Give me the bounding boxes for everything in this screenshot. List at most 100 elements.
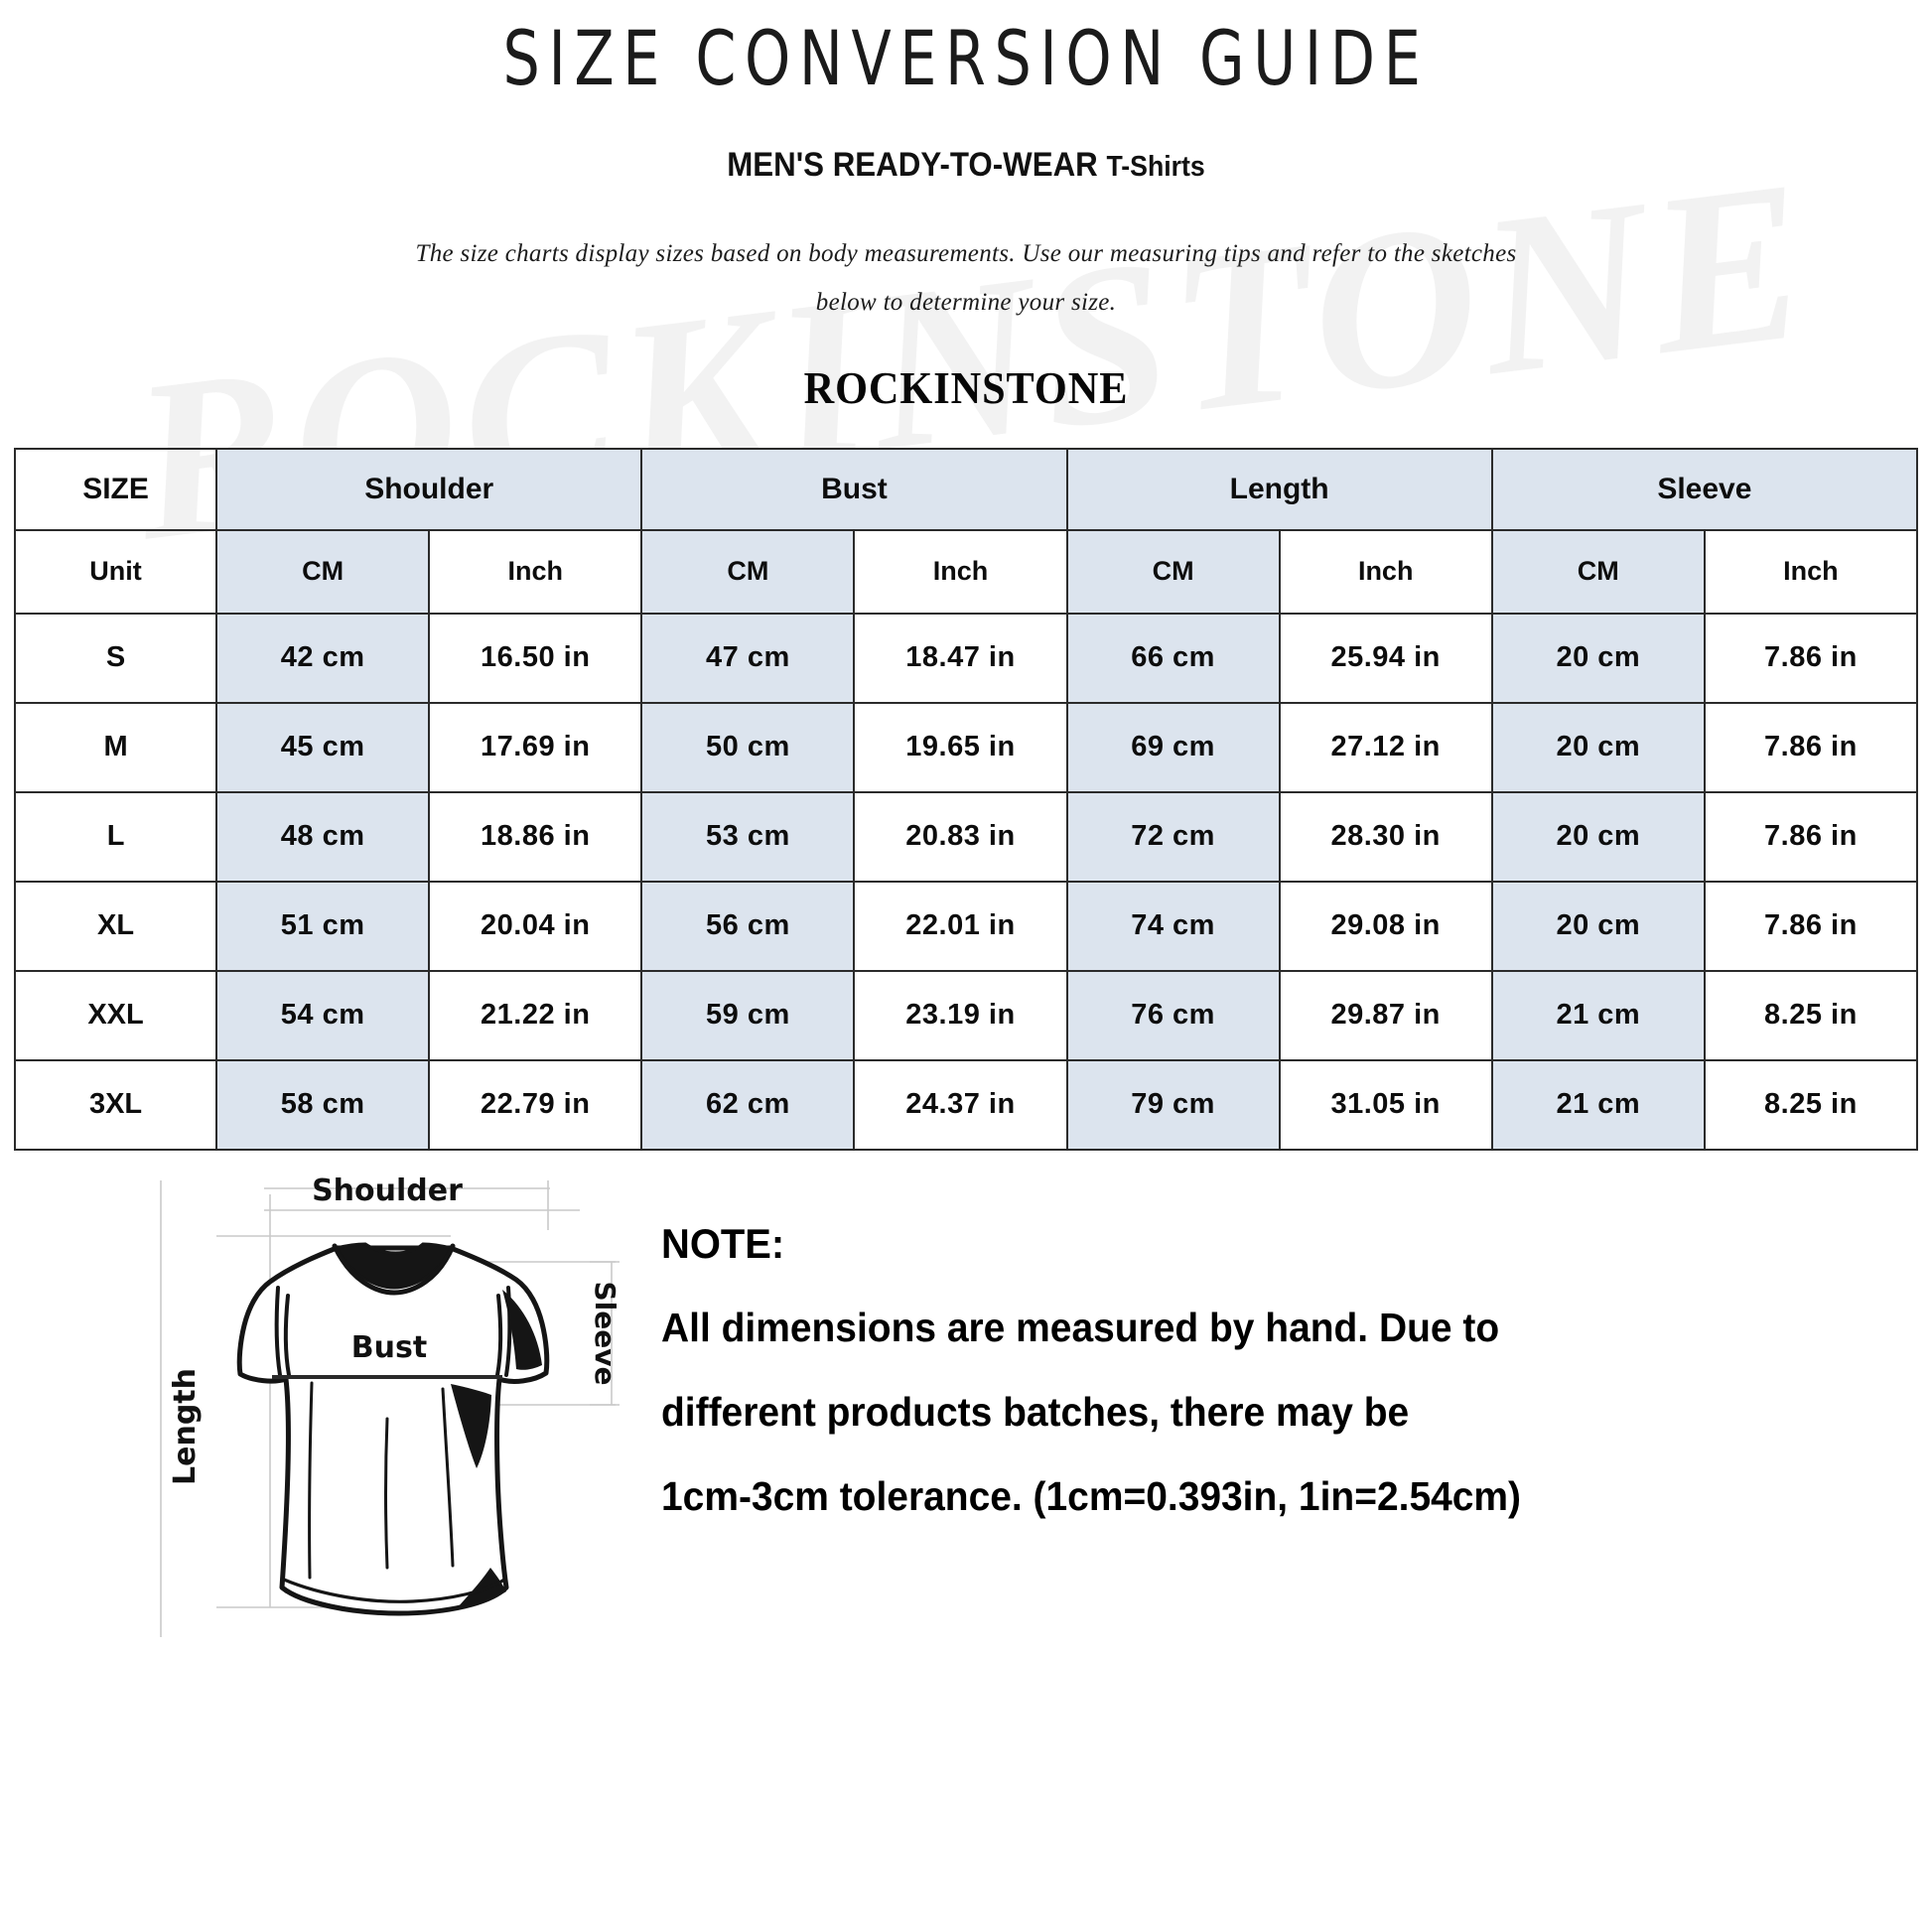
cell-sleeve-cm: 20 cm [1490, 612, 1706, 704]
row-size-label: XXL [13, 969, 218, 1061]
brand-name: ROCKINSTONE [803, 361, 1129, 413]
header-size: SIZE [13, 447, 218, 531]
size-chart-container: SIZE Shoulder Bust Length Sleeve Unit CM… [0, 447, 1932, 1151]
cell-shoulder-inch: 17.69 in [428, 701, 643, 793]
subtitle-category: MEN'S READY-TO-WEAR [727, 146, 1098, 184]
table-row: M 45 cm 17.69 in 50 cm 19.65 in 69 cm 27… [13, 701, 1919, 793]
table-row: 3XL 58 cm 22.79 in 62 cm 24.37 in 79 cm … [13, 1058, 1919, 1151]
header-bust: Bust [640, 447, 1068, 531]
table-row: XXL 54 cm 21.22 in 59 cm 23.19 in 76 cm … [13, 969, 1919, 1061]
cell-length-inch: 25.94 in [1278, 612, 1493, 704]
unit-shoulder-inch: Inch [428, 528, 643, 615]
unit-length-cm: CM [1065, 528, 1281, 615]
cell-bust-cm: 53 cm [640, 790, 856, 883]
cell-bust-cm: 62 cm [640, 1058, 856, 1151]
unit-sleeve-cm: CM [1490, 528, 1706, 615]
hem-detail [282, 1577, 506, 1615]
unit-row: Unit CM Inch CM Inch CM Inch CM Inch [13, 528, 1919, 615]
note-section: NOTE: All dimensions are measured by han… [629, 1163, 1918, 1561]
cell-shoulder-inch: 16.50 in [428, 612, 643, 704]
tshirt-measurement-diagram: Shoulder Bust Length Sleeve [160, 1173, 621, 1637]
table-header-row: SIZE Shoulder Bust Length Sleeve [13, 447, 1919, 531]
cell-shoulder-inch: 22.79 in [428, 1058, 643, 1151]
cell-bust-inch: 18.47 in [853, 612, 1068, 704]
cell-bust-cm: 59 cm [640, 969, 856, 1061]
cell-sleeve-cm: 20 cm [1490, 880, 1706, 972]
cell-shoulder-cm: 45 cm [215, 701, 431, 793]
cell-bust-inch: 24.37 in [853, 1058, 1068, 1151]
note-line-2: different products batches, there may be [661, 1388, 1410, 1435]
cell-sleeve-cm: 20 cm [1490, 790, 1706, 883]
subtitle-product: T-Shirts [1106, 151, 1205, 183]
cell-length-cm: 69 cm [1065, 701, 1281, 793]
unit-sleeve-inch: Inch [1703, 528, 1919, 615]
cell-sleeve-inch: 7.86 in [1703, 790, 1919, 883]
row-size-label: XL [13, 880, 218, 972]
label-sleeve: Sleeve [589, 1281, 620, 1385]
cell-length-cm: 79 cm [1065, 1058, 1281, 1151]
cell-sleeve-inch: 7.86 in [1703, 612, 1919, 704]
cell-sleeve-inch: 8.25 in [1703, 1058, 1919, 1151]
cell-length-cm: 76 cm [1065, 969, 1281, 1061]
cell-bust-inch: 19.65 in [853, 701, 1068, 793]
note-line-3: 1cm-3cm tolerance. (1cm=0.393in, 1in=2.5… [661, 1472, 1522, 1519]
unit-shoulder-cm: CM [215, 528, 431, 615]
unit-length-inch: Inch [1278, 528, 1493, 615]
row-size-label: 3XL [13, 1058, 218, 1151]
cell-shoulder-cm: 51 cm [215, 880, 431, 972]
row-size-label: S [13, 612, 218, 704]
label-shoulder: Shoulder [312, 1173, 463, 1208]
description-line-1: The size charts display sizes based on b… [415, 240, 1517, 267]
cell-sleeve-cm: 21 cm [1490, 969, 1706, 1061]
size-chart-table: SIZE Shoulder Bust Length Sleeve Unit CM… [13, 447, 1919, 1151]
cell-bust-inch: 23.19 in [853, 969, 1068, 1061]
description-line-2: below to determine your size. [815, 288, 1117, 316]
cell-bust-cm: 56 cm [640, 880, 856, 972]
cell-shoulder-cm: 54 cm [215, 969, 431, 1061]
cell-bust-inch: 22.01 in [853, 880, 1068, 972]
cell-length-inch: 29.87 in [1278, 969, 1493, 1061]
bottom-section: Shoulder Bust Length Sleeve NOTE: All di… [0, 1163, 1932, 1652]
cell-sleeve-cm: 20 cm [1490, 701, 1706, 793]
row-size-label: M [13, 701, 218, 793]
row-size-label: L [13, 790, 218, 883]
cell-sleeve-cm: 21 cm [1490, 1058, 1706, 1151]
page-subtitle: MEN'S READY-TO-WEAR T-Shirts [77, 146, 1855, 185]
cell-length-inch: 29.08 in [1278, 880, 1493, 972]
sleeve-shadows [502, 1289, 542, 1370]
table-row: S 42 cm 16.50 in 47 cm 18.47 in 66 cm 25… [13, 612, 1919, 704]
cell-length-inch: 31.05 in [1278, 1058, 1493, 1151]
cell-shoulder-inch: 21.22 in [428, 969, 643, 1061]
unit-label: Unit [13, 528, 218, 615]
cell-shoulder-cm: 48 cm [215, 790, 431, 883]
cell-length-cm: 72 cm [1065, 790, 1281, 883]
cell-shoulder-inch: 20.04 in [428, 880, 643, 972]
cell-length-cm: 74 cm [1065, 880, 1281, 972]
cell-shoulder-cm: 58 cm [215, 1058, 431, 1151]
label-bust: Bust [351, 1330, 427, 1365]
cell-bust-cm: 50 cm [640, 701, 856, 793]
cell-shoulder-inch: 18.86 in [428, 790, 643, 883]
unit-bust-cm: CM [640, 528, 856, 615]
body-shading [451, 1383, 506, 1608]
table-row: L 48 cm 18.86 in 53 cm 20.83 in 72 cm 28… [13, 790, 1919, 883]
description-text: The size charts display sizes based on b… [0, 230, 1932, 328]
header-length: Length [1065, 447, 1493, 531]
cell-sleeve-inch: 8.25 in [1703, 969, 1919, 1061]
tshirt-collar [332, 1241, 456, 1296]
size-guide-page: SIZE CONVERSION GUIDE MEN'S READY-TO-WEA… [0, 14, 1932, 1652]
header-sleeve: Sleeve [1490, 447, 1919, 531]
note-title: NOTE: [661, 1219, 785, 1267]
page-title: SIZE CONVERSION GUIDE [502, 14, 1430, 102]
unit-bust-inch: Inch [853, 528, 1068, 615]
header-shoulder: Shoulder [215, 447, 643, 531]
cell-shoulder-cm: 42 cm [215, 612, 431, 704]
cell-sleeve-inch: 7.86 in [1703, 701, 1919, 793]
sleeve-folds [274, 1285, 512, 1377]
cell-length-cm: 66 cm [1065, 612, 1281, 704]
cell-length-inch: 28.30 in [1278, 790, 1493, 883]
body-creases [308, 1381, 455, 1579]
tshirt-sketch-container: Shoulder Bust Length Sleeve [14, 1163, 629, 1652]
cell-sleeve-inch: 7.86 in [1703, 880, 1919, 972]
cell-bust-inch: 20.83 in [853, 790, 1068, 883]
